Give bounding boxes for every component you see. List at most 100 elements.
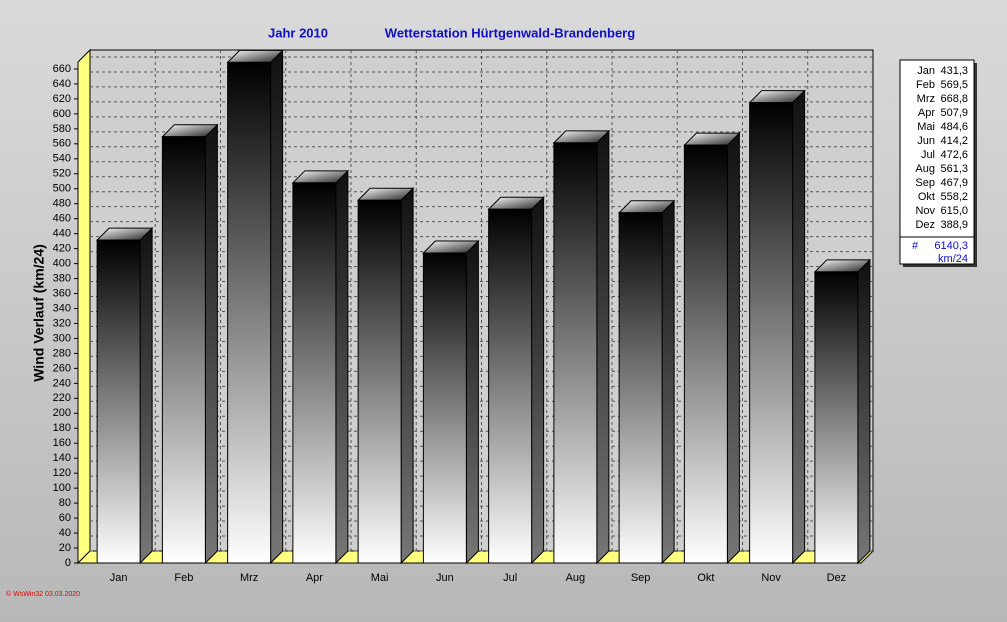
legend: [899, 59, 975, 265]
y-tick-label: 260: [53, 362, 71, 374]
bar: [553, 142, 598, 564]
bar-side: [465, 239, 479, 565]
legend-value: 472,6: [940, 149, 968, 161]
legend-label: Okt: [918, 191, 935, 203]
x-tick-label: Jul: [503, 572, 517, 584]
y-tick-label: 540: [53, 153, 71, 165]
legend-label: Apr: [918, 107, 935, 119]
y-tick-label: 220: [53, 392, 71, 404]
legend-unit: km/24: [938, 253, 968, 265]
x-tick-label: Nov: [761, 572, 781, 584]
back-wall: [89, 49, 874, 552]
legend-label: Sep: [915, 177, 935, 189]
x-tick-label: Mai: [371, 572, 389, 584]
y-tick-label: 460: [53, 213, 71, 225]
legend-value: 414,2: [940, 135, 968, 147]
bar-side: [335, 169, 349, 565]
bar-side: [139, 226, 153, 565]
legend-total: 6140,3: [934, 240, 968, 252]
legend-value: 388,9: [940, 219, 968, 231]
chart-subtitle: Wetterstation Hürtgenwald-Brandenberg: [385, 25, 635, 40]
legend-value: 431,3: [940, 65, 968, 77]
legend-total-symbol: #: [912, 240, 919, 252]
y-tick-label: 320: [53, 317, 71, 329]
y-tick-label: 240: [53, 377, 71, 389]
bar: [161, 136, 206, 564]
legend-value: 615,0: [940, 205, 968, 217]
y-tick-label: 620: [53, 93, 71, 105]
legend-label: Mrz: [917, 93, 935, 105]
bar-side: [857, 258, 871, 565]
y-tick-label: 300: [53, 332, 71, 344]
legend-value: 484,6: [940, 121, 968, 133]
bar-side: [596, 129, 610, 565]
y-tick-label: 180: [53, 422, 71, 434]
y-tick-label: 640: [53, 78, 71, 90]
y-tick-label: 440: [53, 228, 71, 240]
x-tick-label: Mrz: [240, 572, 258, 584]
y-tick-label: 160: [53, 437, 71, 449]
y-tick-label: 20: [59, 542, 71, 554]
x-tick-label: Apr: [306, 572, 323, 584]
y-tick-label: 60: [59, 512, 71, 524]
y-tick-label: 600: [53, 108, 71, 120]
bar-side: [792, 89, 806, 565]
bar: [96, 239, 141, 564]
footer: © WsWin32 03.03.2020: [6, 590, 80, 598]
legend-label: Dez: [915, 219, 935, 231]
grid: 0 20 40 60 80 100 120 140 160 180 200 220 240 260 280 3…: [53, 50, 873, 569]
x-tick-label: Dez: [827, 572, 847, 584]
y-tick-label: 200: [53, 407, 71, 419]
legend-value: 507,9: [940, 107, 968, 119]
x-tick-label: Jan: [110, 572, 128, 584]
y-tick-label: 40: [59, 527, 71, 539]
legend-label: Feb: [916, 79, 935, 91]
legend-label: Mai: [917, 121, 935, 133]
bar: [618, 212, 663, 564]
y-tick-label: 80: [59, 497, 71, 509]
bar-side: [270, 49, 284, 565]
legend-value: 558,2: [940, 191, 968, 203]
legend-value: 467,9: [940, 177, 968, 189]
y-tick-label: 480: [53, 198, 71, 210]
bars: Jan Feb Mrz Apr Mai Jun Jul Aug Sep Okt Nov Dez: [95, 49, 872, 584]
y-tick-label: 520: [53, 168, 71, 180]
y-tick-label: 560: [53, 138, 71, 150]
y-tick-label: 360: [53, 287, 71, 299]
bar: [488, 208, 533, 564]
legend-value: 569,5: [940, 79, 968, 91]
legend-label: Jan: [917, 65, 935, 77]
x-tick-label: Feb: [174, 572, 193, 584]
bar-side: [531, 196, 545, 565]
bar: [227, 61, 272, 564]
chart-title: Jahr 2010: [268, 25, 328, 40]
legend-value: 668,8: [940, 93, 968, 105]
legend-label: Jul: [921, 149, 935, 161]
y-tick-label: 100: [53, 482, 71, 494]
y-axis-label: Wind Verlauf (km/24): [31, 244, 47, 382]
y-tick-label: 280: [53, 347, 71, 359]
x-tick-label: Jun: [436, 572, 454, 584]
bar: [292, 182, 337, 564]
bar: [814, 271, 859, 564]
x-tick-label: Okt: [697, 572, 714, 584]
y-tick-label: 0: [65, 557, 71, 569]
bar: [683, 144, 728, 564]
legend-label: Nov: [915, 205, 935, 217]
y-tick-label: 420: [53, 243, 71, 255]
left-wall: [77, 48, 91, 565]
y-tick-label: 120: [53, 467, 71, 479]
legend-entries: Jan 431,3 Feb 569,5 Mrz 668,8 Apr 507,9 Mai 484,6…: [915, 65, 968, 231]
bar: [422, 252, 467, 564]
y-tick-label: 380: [53, 272, 71, 284]
legend-label: Jun: [917, 135, 935, 147]
bar-side: [726, 131, 740, 565]
x-tick-label: Sep: [631, 572, 651, 584]
y-tick-label: 660: [53, 63, 71, 75]
bar-side: [661, 199, 675, 565]
bar-side: [204, 123, 218, 565]
y-tick-label: 400: [53, 257, 71, 269]
y-tick-label: 580: [53, 123, 71, 135]
x-tick-label: Aug: [566, 572, 586, 584]
